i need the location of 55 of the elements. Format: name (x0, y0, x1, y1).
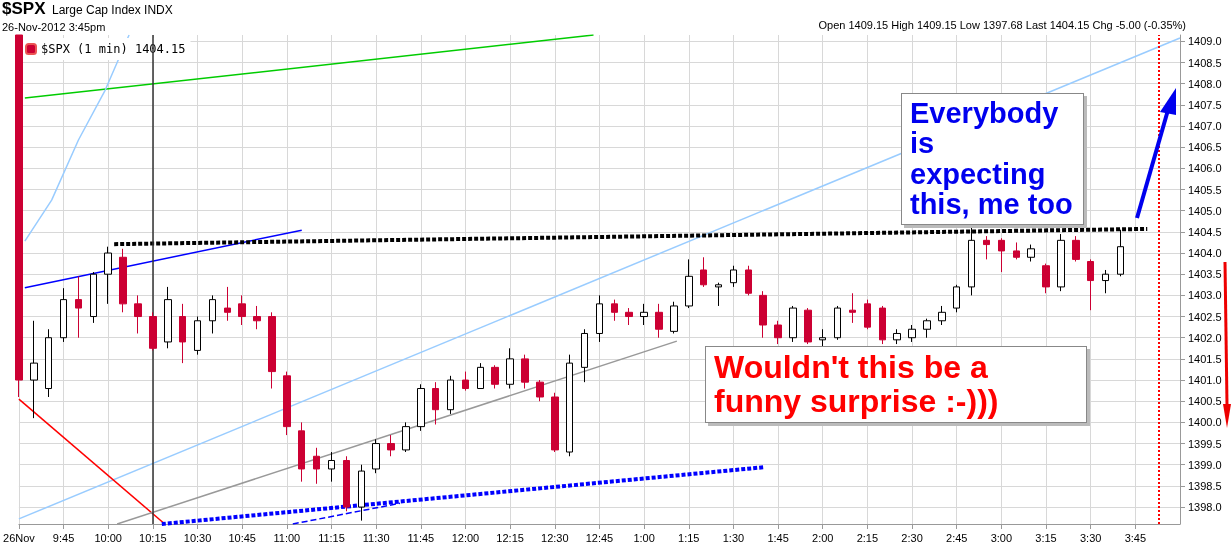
text: 26-Nov-2012 3:45pm (2, 21, 106, 33)
y-tick-label: 1402.0 (1188, 331, 1222, 344)
x-tick-label: 9:45 (52, 531, 75, 544)
x-tick-label: 12:15 (496, 531, 524, 544)
x-tick-label: 11:30 (362, 531, 390, 544)
x-tick-label: 12:45 (585, 531, 614, 544)
y-tick-label: 1398.5 (1188, 479, 1222, 492)
y-tick-label: 1398.0 (1188, 501, 1222, 514)
x-tick-label: 2:45 (946, 531, 968, 544)
y-tick-label: 1408.5 (1188, 56, 1222, 69)
y-tick-label: 1399.5 (1188, 437, 1222, 450)
y-tick-label: 1408.0 (1188, 77, 1222, 90)
x-tick-label: 3:00 (990, 531, 1013, 544)
x-tick-label: 10:15 (139, 531, 167, 544)
y-tick-label: 1407.5 (1188, 98, 1222, 111)
x-tick-label: 11:15 (318, 531, 345, 544)
annotation: Wouldn't this be a funny surprise :-))) (705, 346, 1087, 424)
y-tick-label: 1404.5 (1188, 225, 1222, 238)
annotation: Everybody is expecting this, me too (901, 93, 1084, 225)
x-tick-label: 3:15 (1035, 531, 1057, 544)
y-tick-label: 1405.0 (1188, 204, 1222, 217)
x-tick-label: 2:30 (901, 531, 923, 544)
x-tick-label: 2:15 (856, 531, 879, 544)
y-tick-label: 1400.5 (1188, 395, 1222, 408)
y-tick-label: 1406.5 (1188, 141, 1222, 154)
x-tick-label: 1:00 (633, 531, 655, 544)
x-tick-label: 10:00 (94, 531, 122, 544)
y-tick-label: 1407.0 (1188, 120, 1222, 133)
chart-title: $SPX (2, 0, 46, 19)
y-tick-label: 1401.5 (1188, 352, 1222, 365)
x-tick-label: 3:30 (1079, 531, 1102, 544)
x-tick-label: 1:15 (678, 531, 700, 544)
x-tick-label: 10:45 (228, 531, 256, 544)
y-tick-label: 1406.0 (1188, 162, 1222, 175)
y-tick-label: 1403.5 (1188, 268, 1222, 281)
x-tick-label: 10:30 (183, 531, 212, 544)
y-tick-label: 1405.5 (1188, 183, 1222, 196)
y-tick-label: 1399.0 (1188, 458, 1222, 471)
text: Open 1409.15 High 1409.15 Low 1397.68 Last 1404.15 Chg -5.00 (-0.35%) (818, 19, 1186, 31)
y-tick-label: 1404.0 (1188, 247, 1222, 260)
x-tick-label: 1:45 (767, 531, 789, 544)
x-tick-label: 3:45 (1124, 531, 1147, 544)
chart-subtitle: Large Cap Index INDX (52, 3, 173, 17)
x-tick-label: 11:00 (273, 531, 301, 544)
x-tick-label: 12:00 (451, 531, 480, 544)
y-tick-label: 1400.0 (1188, 416, 1222, 429)
x-tick-label: 1:30 (722, 531, 745, 544)
y-tick-label: 1401.0 (1188, 374, 1222, 387)
y-tick-label: 1402.5 (1188, 310, 1222, 323)
x-tick-label: 12:30 (541, 531, 569, 544)
x-tick-label: 2:00 (812, 531, 834, 544)
y-tick-label: 1403.0 (1188, 289, 1222, 302)
y-tick-label: 1409.0 (1188, 35, 1222, 48)
x-tick-label: 11:45 (407, 531, 435, 544)
x-tick-label: 26Nov (3, 531, 36, 544)
